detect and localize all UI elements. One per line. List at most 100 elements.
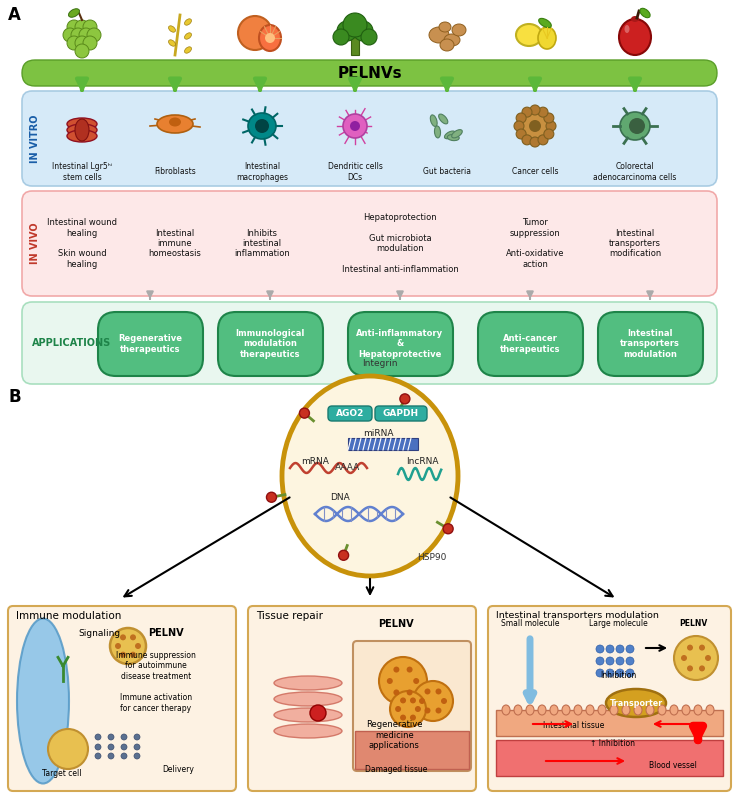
Ellipse shape [694,705,702,715]
Circle shape [255,119,269,133]
Ellipse shape [429,27,449,43]
Circle shape [441,698,447,704]
Circle shape [120,652,126,658]
Circle shape [516,113,526,123]
Ellipse shape [439,114,448,124]
Circle shape [110,628,146,664]
Ellipse shape [447,135,459,140]
FancyBboxPatch shape [488,606,731,791]
Ellipse shape [452,130,463,138]
Circle shape [393,667,399,672]
Circle shape [522,107,532,117]
Circle shape [134,753,140,759]
Circle shape [333,29,349,45]
Circle shape [310,705,326,721]
Ellipse shape [274,708,342,722]
Ellipse shape [606,689,666,717]
Circle shape [361,29,377,45]
Ellipse shape [619,19,651,55]
Circle shape [400,715,406,721]
Circle shape [386,678,393,684]
Circle shape [71,28,85,42]
Text: Target cell: Target cell [42,768,82,778]
Circle shape [681,655,687,661]
Circle shape [546,121,556,131]
Bar [348,438,418,450]
Circle shape [435,688,441,695]
Circle shape [393,689,399,696]
Ellipse shape [282,376,458,576]
Ellipse shape [435,126,440,138]
Text: Transporter: Transporter [610,699,663,708]
Text: A: A [8,6,21,24]
Text: Dendritic cells
DCs: Dendritic cells DCs [327,162,383,181]
Circle shape [424,708,431,713]
Ellipse shape [620,112,650,140]
Bar [496,740,723,776]
Circle shape [120,634,126,640]
Text: DNA: DNA [330,493,350,502]
Text: Inhibition: Inhibition [600,671,636,680]
Circle shape [67,20,81,34]
Circle shape [343,13,367,37]
Ellipse shape [514,705,522,715]
Ellipse shape [67,130,97,142]
Circle shape [121,753,127,759]
Circle shape [514,121,524,131]
Circle shape [606,657,614,665]
Circle shape [687,645,693,650]
Ellipse shape [516,24,542,46]
Text: Intestinal
transporters
modulation: Intestinal transporters modulation [620,329,680,359]
Circle shape [443,524,453,534]
Text: Fibroblasts: Fibroblasts [154,168,196,177]
Ellipse shape [157,115,193,133]
Text: Integrin: Integrin [362,359,398,368]
Text: GAPDH: GAPDH [383,409,419,418]
Circle shape [413,681,453,721]
Text: Intestinal
transporters
modification: Intestinal transporters modification [609,229,661,259]
Text: Intestinal Lgr5ʰⁱ
stem cells: Intestinal Lgr5ʰⁱ stem cells [52,162,112,181]
Text: HSP90: HSP90 [418,554,446,563]
Ellipse shape [646,705,654,715]
Circle shape [134,734,140,740]
Text: Intestinal
macrophages: Intestinal macrophages [236,162,288,181]
Circle shape [419,698,425,704]
Text: ↑ Inhibition: ↑ Inhibition [590,739,636,749]
Ellipse shape [168,39,175,46]
Circle shape [530,137,540,147]
Ellipse shape [185,19,191,25]
Ellipse shape [550,705,558,715]
Circle shape [95,753,101,759]
Text: Immune modulation: Immune modulation [16,611,121,621]
Circle shape [108,753,114,759]
Ellipse shape [248,113,276,139]
FancyBboxPatch shape [598,312,703,376]
Text: mRNA: mRNA [301,456,329,466]
Ellipse shape [439,22,451,32]
Ellipse shape [502,705,510,715]
Text: Anti-inflammatory
&
Hepatoprotective: Anti-inflammatory & Hepatoprotective [356,329,443,359]
Ellipse shape [17,618,69,783]
Text: Blood vessel: Blood vessel [649,762,697,771]
Circle shape [338,550,349,560]
Text: Inhibits
intestinal
inflammation: Inhibits intestinal inflammation [234,229,290,259]
Ellipse shape [274,692,342,706]
Circle shape [134,744,140,750]
Circle shape [400,697,406,704]
Circle shape [337,21,357,41]
Circle shape [538,107,548,117]
Text: Intestinal wound
healing

Skin wound
healing: Intestinal wound healing Skin wound heal… [47,218,117,268]
Circle shape [83,36,97,50]
Circle shape [48,729,88,769]
Ellipse shape [444,131,455,139]
Circle shape [87,28,101,42]
Circle shape [596,669,604,677]
Circle shape [130,634,136,640]
FancyBboxPatch shape [22,302,717,384]
Circle shape [75,20,89,34]
Ellipse shape [598,705,606,715]
Ellipse shape [539,19,551,27]
Ellipse shape [624,25,630,33]
Circle shape [95,744,101,750]
Circle shape [390,691,426,727]
